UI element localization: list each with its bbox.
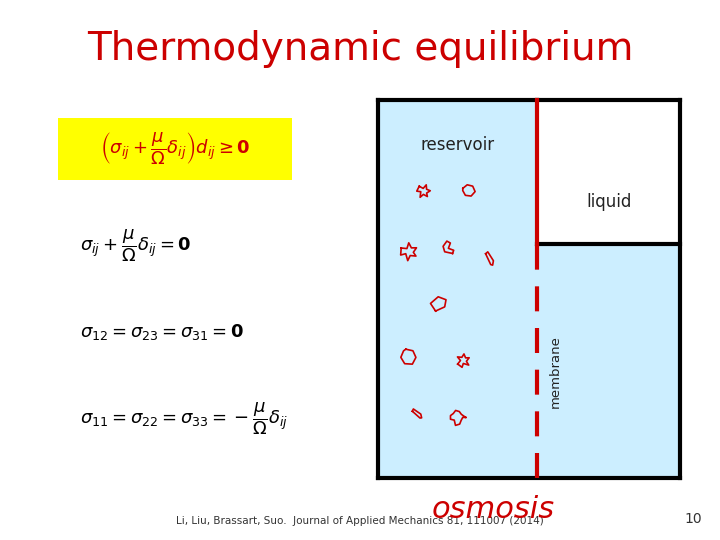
Text: $\sigma_{ij}+\dfrac{\mu}{\Omega}\delta_{ij}=\mathbf{0}$: $\sigma_{ij}+\dfrac{\mu}{\Omega}\delta_{… [80, 227, 192, 264]
Text: $\sigma_{12}=\sigma_{23}=\sigma_{31}=\mathbf{0}$: $\sigma_{12}=\sigma_{23}=\sigma_{31}=\ma… [80, 322, 244, 342]
Text: Thermodynamic equilibrium: Thermodynamic equilibrium [87, 30, 633, 68]
Text: $\left(\sigma_{ij}+\dfrac{\mu}{\Omega}\delta_{ij}\right)d_{ij}\geq\mathbf{0}$: $\left(\sigma_{ij}+\dfrac{\mu}{\Omega}\d… [100, 130, 250, 167]
FancyBboxPatch shape [58, 118, 292, 179]
Text: 10: 10 [685, 512, 702, 526]
Text: liquid: liquid [586, 193, 631, 211]
Bar [537, 244, 680, 478]
Text: reservoir: reservoir [420, 136, 495, 154]
Text: $\sigma_{11}=\sigma_{22}=\sigma_{33}=-\dfrac{\mu}{\Omega}\delta_{ij}$: $\sigma_{11}=\sigma_{22}=\sigma_{33}=-\d… [80, 400, 288, 437]
Bar [378, 100, 537, 478]
Text: osmosis: osmosis [431, 495, 554, 524]
Text: membrane: membrane [548, 336, 562, 408]
Text: Li, Liu, Brassart, Suo.  Journal of Applied Mechanics 81, 111007 (2014): Li, Liu, Brassart, Suo. Journal of Appli… [176, 516, 544, 526]
